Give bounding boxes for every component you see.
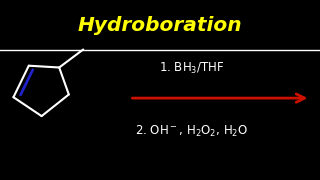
- Text: 1. BH$_3$/THF: 1. BH$_3$/THF: [159, 61, 225, 76]
- Text: 2. OH$^-$, H$_2$O$_2$, H$_2$O: 2. OH$^-$, H$_2$O$_2$, H$_2$O: [135, 124, 249, 139]
- Text: Hydroboration: Hydroboration: [78, 16, 242, 35]
